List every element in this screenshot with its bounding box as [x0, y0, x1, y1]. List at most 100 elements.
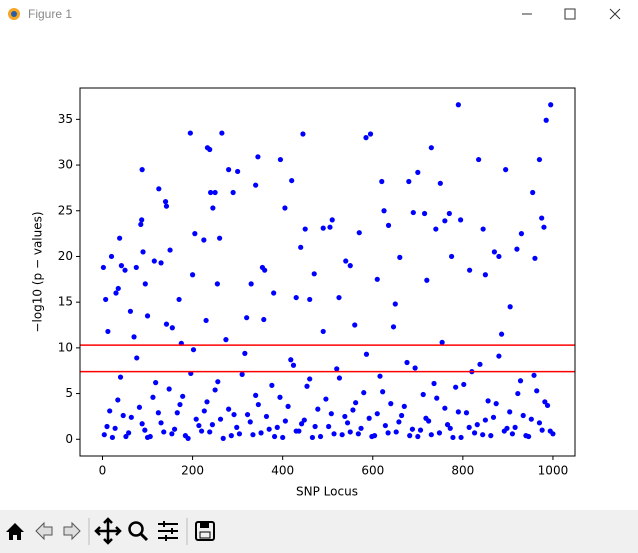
close-button[interactable]: [609, 8, 621, 20]
point: [396, 419, 402, 425]
point: [415, 169, 421, 175]
point: [482, 417, 488, 423]
point: [242, 350, 248, 356]
point: [171, 426, 178, 432]
point: [101, 432, 107, 438]
point: [207, 429, 213, 435]
point: [156, 186, 162, 192]
y-tick-label: 0: [65, 432, 73, 446]
point: [453, 384, 459, 390]
point: [431, 380, 437, 387]
point: [344, 420, 351, 426]
point: [253, 182, 259, 188]
point: [266, 426, 272, 432]
point: [455, 102, 461, 108]
point: [105, 328, 111, 335]
pan-button[interactable]: [94, 517, 122, 545]
point: [288, 357, 294, 363]
y-tick-label: 35: [58, 112, 73, 126]
point: [293, 294, 299, 301]
point: [301, 417, 307, 423]
point: [120, 412, 126, 419]
point: [142, 281, 148, 287]
point: [162, 199, 169, 205]
point: [356, 230, 362, 236]
point: [336, 375, 343, 381]
point: [282, 418, 288, 424]
point: [442, 405, 448, 411]
point: [151, 258, 157, 264]
point: [530, 189, 536, 196]
point: [541, 224, 547, 230]
maximize-button[interactable]: [564, 8, 576, 20]
point: [542, 399, 548, 405]
point: [352, 322, 358, 328]
zoom-button[interactable]: [128, 521, 149, 542]
point: [117, 235, 123, 241]
point: [161, 429, 167, 435]
home-button[interactable]: [6, 523, 24, 540]
point: [204, 399, 210, 405]
point: [401, 403, 407, 409]
point: [158, 420, 164, 426]
point: [220, 435, 226, 441]
point: [490, 414, 497, 420]
x-axis-label: SNP Locus: [296, 485, 358, 499]
configure-button[interactable]: [158, 521, 178, 541]
point: [255, 401, 261, 408]
point: [444, 422, 451, 428]
point: [169, 431, 175, 437]
point: [509, 431, 516, 437]
point: [531, 372, 537, 378]
point: [415, 433, 421, 440]
point: [455, 409, 461, 415]
point: [477, 361, 483, 367]
back-button[interactable]: [35, 521, 53, 541]
point: [536, 420, 543, 426]
point: [503, 167, 509, 173]
point: [407, 433, 413, 439]
point: [544, 402, 551, 409]
point: [250, 432, 256, 438]
point: [485, 398, 491, 404]
point: [217, 235, 223, 241]
point: [228, 433, 234, 439]
forward-button[interactable]: [63, 521, 81, 541]
point: [298, 244, 304, 250]
point: [258, 430, 264, 436]
point: [446, 210, 452, 217]
point: [223, 337, 229, 343]
point: [363, 135, 369, 141]
point: [113, 290, 119, 296]
point: [109, 434, 116, 441]
point: [176, 296, 182, 303]
point: [126, 430, 132, 436]
point: [144, 313, 151, 319]
point: [336, 294, 342, 301]
save-button[interactable]: [195, 521, 215, 541]
point: [203, 317, 209, 324]
point: [271, 433, 278, 440]
point: [226, 167, 232, 173]
point: [236, 431, 243, 437]
point: [377, 373, 383, 379]
plot: SNP Locus −log10 (p − values) 0 200 400 600…: [31, 87, 576, 499]
point: [320, 225, 326, 231]
point: [388, 401, 394, 407]
point: [428, 145, 434, 151]
point: [128, 414, 134, 420]
point: [280, 434, 286, 441]
point: [309, 434, 316, 441]
point: [127, 308, 134, 314]
point: [528, 416, 534, 422]
y-axis-label: −log10 (p − values): [31, 211, 45, 332]
point: [215, 379, 221, 385]
point: [239, 371, 245, 377]
point: [307, 376, 313, 382]
point: [317, 433, 324, 440]
point: [142, 427, 148, 433]
y-tick-label: 5: [65, 386, 73, 400]
point: [234, 424, 240, 430]
point: [103, 296, 109, 303]
point: [115, 397, 121, 403]
